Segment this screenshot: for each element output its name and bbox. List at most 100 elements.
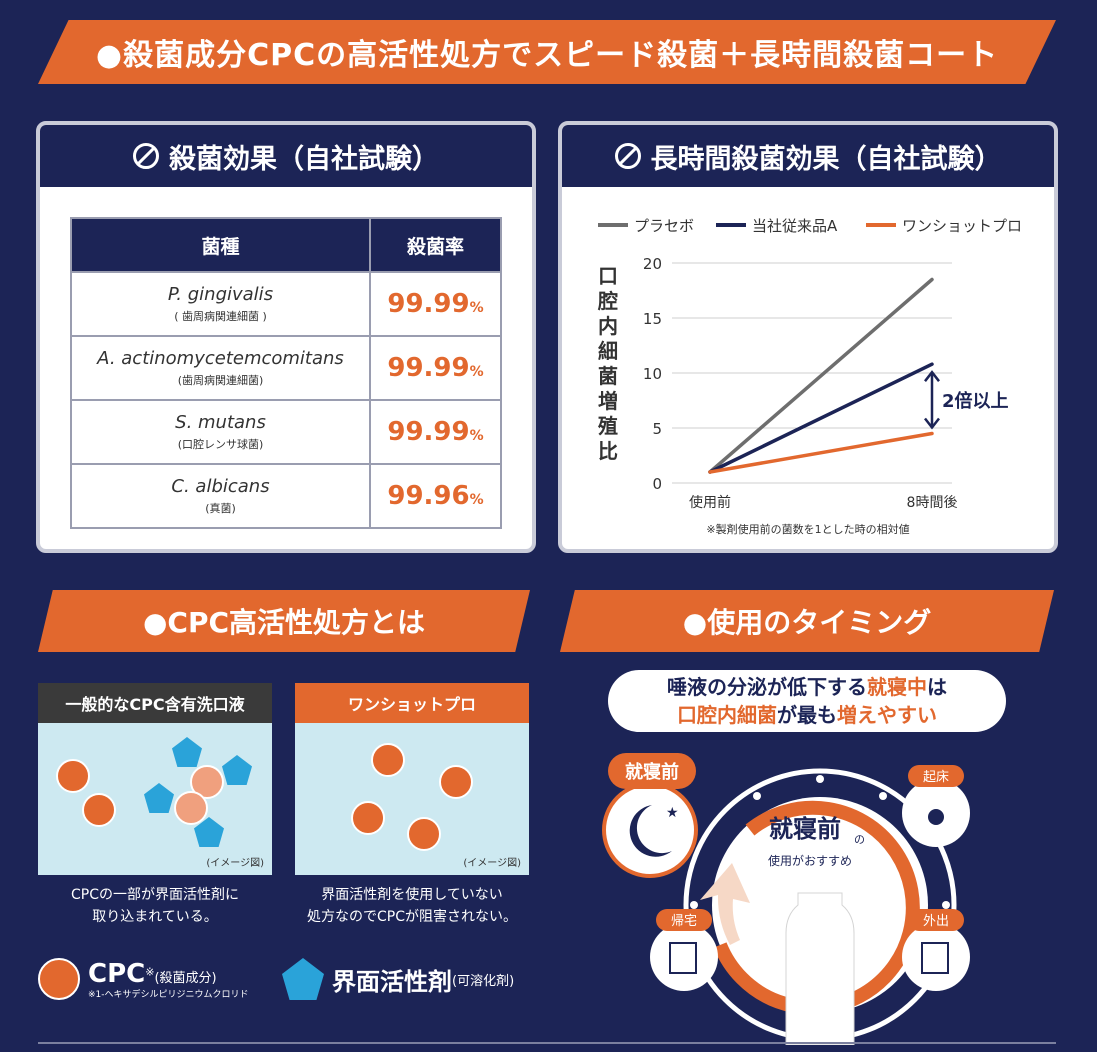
legend-sublabel: (可溶化剤) <box>452 973 515 989</box>
timing-banner: ●使用のタイミング <box>560 590 1054 652</box>
species-category: ( 歯周病関連細菌 ) <box>174 310 267 323</box>
y-tick-label: 10 <box>643 365 662 383</box>
door-icon <box>669 942 697 974</box>
column-header-rate: 殺菌率 <box>369 217 502 273</box>
long-lasting-effect-panel: 長時間殺菌効果（自社試験） プラセボ 当社従来品A ワンショットプロ 0 5 10 15 20… <box>558 121 1058 553</box>
rate-value: 99.99 <box>387 353 470 383</box>
legend-label: CPC <box>88 958 146 989</box>
center-small-text: 使用がおすすめ <box>768 853 852 868</box>
series-line <box>708 431 934 474</box>
box-title: ワンショットプロ <box>295 683 529 723</box>
cpc-dot <box>439 765 473 799</box>
y-tick-label: 5 <box>652 420 662 438</box>
table-row: P. gingivalis ( 歯周病関連細菌 ) 99.99% <box>70 271 502 337</box>
bubble-text: は <box>927 675 947 699</box>
box-title: 一般的なCPC含有洗口液 <box>38 683 272 723</box>
cpc-dot <box>56 759 90 793</box>
rate-unit: % <box>469 492 484 508</box>
home-badge <box>650 923 718 991</box>
footer-divider <box>38 1042 1056 1044</box>
cpc-formula-banner: ●CPC高活性処方とは <box>38 590 530 652</box>
rate-unit: % <box>469 428 484 444</box>
series-line <box>708 277 934 474</box>
legend-cpc: CPC※(殺菌成分) ※1-ヘキサデシルピリジニウムクロリド <box>38 958 249 1000</box>
bubble-text: 唾液の分泌が低下する <box>667 675 867 699</box>
star-icon: ★ <box>666 805 679 821</box>
species-name: P. gingivalis <box>167 284 274 305</box>
image-note: (イメージ図) <box>206 858 264 869</box>
no-bacteria-icon <box>133 143 159 169</box>
caption-line: 処方なのでCPCが阻害されない。 <box>307 909 517 925</box>
surfactant-pentagon <box>144 783 174 813</box>
image-note: (イメージ図) <box>463 858 521 869</box>
species-name: S. mutans <box>175 412 266 433</box>
cpc-dot <box>351 801 385 835</box>
bubble-highlight: 増えやすい <box>837 703 937 727</box>
rate-value: 99.99 <box>387 289 470 319</box>
caption-line: CPCの一部が界面活性剤に <box>71 887 239 903</box>
table-row: C. albicans (真菌) 99.96% <box>70 463 502 529</box>
legend-entry: プラセボ <box>634 217 694 235</box>
chart-note: ※製剤使用前の菌数を1とした時の相対値 <box>706 522 909 536</box>
main-banner: ●殺菌成分CPCの高活性処方でスピード殺菌＋長時間殺菌コート <box>38 20 1056 84</box>
caption-general: CPCの一部が界面活性剤に 取り込まれている。 <box>35 884 275 928</box>
wake-label: 起床 <box>923 770 949 785</box>
y-tick-label: 15 <box>643 310 662 328</box>
home-label-bg <box>656 909 712 931</box>
rate-value: 99.99 <box>387 417 470 447</box>
y-axis-label-char: 口 <box>598 264 618 288</box>
caption-line: 取り込まれている。 <box>92 909 218 925</box>
panel-title: 長時間殺菌効果（自社試験） <box>650 143 1002 175</box>
bubble-text: が最も <box>777 703 837 727</box>
before-sleep-label: 就寝前 <box>625 761 679 783</box>
y-axis-label-char: 菌 <box>598 364 618 388</box>
species-name: C. albicans <box>171 476 270 497</box>
legend-footnote-mark: ※ <box>145 965 155 979</box>
column-header-species: 菌種 <box>70 217 371 273</box>
rate-unit: % <box>469 300 484 316</box>
oneshot-pro-box: ワンショットプロ (イメージ図) <box>295 683 529 875</box>
y-axis-label-char: 細 <box>598 339 618 363</box>
timing-clock-diagram: 就寝前 の 使用がおすすめ 就寝前 ★ 起床 帰宅 外出 <box>602 753 970 1045</box>
y-axis-label-char: 腔 <box>597 289 618 313</box>
bubble-highlight: 就寝中 <box>867 675 927 699</box>
series-line <box>708 362 934 474</box>
annotation-arrow-head <box>924 417 940 430</box>
panel-header: 長時間殺菌効果（自社試験） <box>562 125 1054 187</box>
panel-title: 殺菌効果（自社試験） <box>169 143 439 175</box>
table-row: S. mutans (口腔レンサ球菌) 99.99% <box>70 399 502 465</box>
moon-icon <box>629 805 672 857</box>
cpc-dot <box>82 793 116 827</box>
bound-cpc-dot <box>174 791 208 825</box>
sterilization-effect-panel: 殺菌効果（自社試験） 菌種 殺菌率 P. gingivalis ( 歯周病関連細菌… <box>36 121 536 553</box>
annotation-arrow-head <box>924 370 940 382</box>
legend-sublabel: (殺菌成分) <box>154 970 217 986</box>
home-label: 帰宅 <box>671 913 697 929</box>
bacteria-growth-chart: プラセボ 当社従来品A ワンショットプロ 0 5 10 15 20 使用前 8時間後 口腔内細菌増殖… <box>597 217 1022 536</box>
timing-arc <box>713 800 920 1015</box>
timing-bubble: 唾液の分泌が低下する就寝中は 口腔内細菌が最も増えやすい <box>608 670 1006 732</box>
panel-header: 殺菌効果（自社試験） <box>40 125 532 187</box>
y-axis-label-char: 増 <box>598 389 618 413</box>
legend-surfactant: 界面活性剤 (可溶化剤) <box>282 958 514 1000</box>
go-out-label: 外出 <box>923 914 949 929</box>
timing-arrow <box>700 863 750 945</box>
center-big-text: 就寝前 <box>769 815 841 843</box>
legend-footnote: ※1-ヘキサデシルピリジニウムクロリド <box>88 989 249 1000</box>
species-category: (歯周病関連細菌) <box>177 374 264 387</box>
y-axis-label-char: 比 <box>598 439 618 463</box>
caption-line: 界面活性剤を使用していない <box>321 887 503 903</box>
y-axis-label-char: 殖 <box>598 414 618 438</box>
legend-entry: 当社従来品A <box>752 217 838 235</box>
wake-label-bg <box>908 765 964 787</box>
sun-icon <box>928 809 944 825</box>
x-tick-label: 使用前 <box>689 494 731 511</box>
surfactant-pentagon <box>172 737 202 767</box>
bottle-icon <box>785 892 855 1045</box>
no-bacteria-icon <box>614 143 641 169</box>
before-sleep-label-bg <box>608 753 696 789</box>
species-category: (真菌) <box>205 502 236 515</box>
species-name: A. actinomycetemcomitans <box>97 348 344 369</box>
y-tick-label: 20 <box>643 255 662 273</box>
rate-value: 99.96 <box>387 481 470 511</box>
